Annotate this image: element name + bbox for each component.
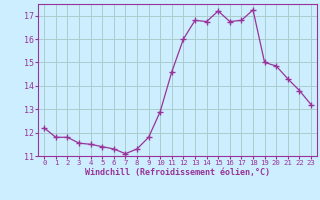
X-axis label: Windchill (Refroidissement éolien,°C): Windchill (Refroidissement éolien,°C) (85, 168, 270, 177)
